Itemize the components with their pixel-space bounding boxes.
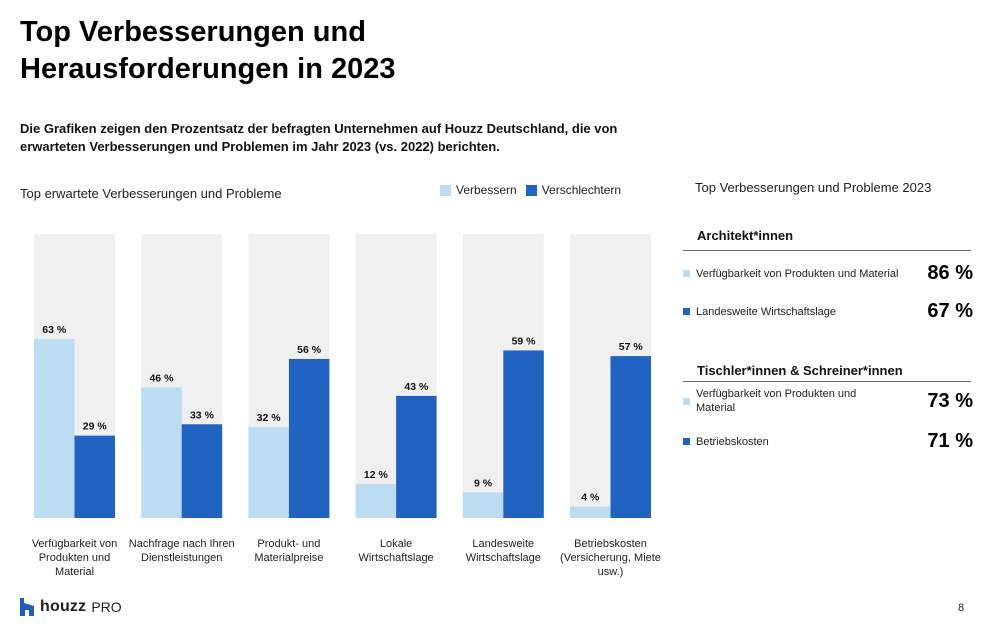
panel-item: Verfügbarkeit von Produkten und Material… <box>683 262 973 285</box>
category-label: Betriebskosten (Versicherung, Miete usw.… <box>560 538 661 578</box>
bar-verbessern <box>462 492 504 518</box>
data-label: 46 % <box>149 372 174 384</box>
panel-item: Betriebskosten 71 % <box>683 430 973 453</box>
group-divider <box>683 381 971 382</box>
data-label: 12 % <box>364 469 389 481</box>
category-label: Landesweite Wirtschaftslage <box>465 538 541 564</box>
chart-legend: Verbessern Verschlechtern <box>440 183 630 197</box>
panel-swatch <box>683 397 690 405</box>
panel-item-label: Landesweite Wirtschaftslage <box>696 305 837 318</box>
panel-item-label: Verfügbarkeit von Produkten und Material <box>696 267 899 280</box>
bar-verschlechtern <box>181 424 223 518</box>
bar-verbessern <box>248 427 289 518</box>
bar-verschlechtern <box>74 435 115 518</box>
panel-item-label: Betriebskosten <box>696 435 769 448</box>
panel-item-label: Verfügbarkeit von Produkten und Material <box>696 388 857 414</box>
logo-suffix: PRO <box>91 599 122 615</box>
category-label: Nachfrage nach Ihren Dienstleistungen <box>128 538 235 564</box>
data-label: 29 % <box>83 421 108 433</box>
legend-label-verbessern: Verbessern <box>456 183 517 197</box>
side-panel-title: Top Verbesserungen und Probleme 2023 <box>695 180 932 195</box>
bar-verbessern <box>355 483 397 518</box>
data-label: 43 % <box>404 381 429 393</box>
category-label: Verfügbarkeit von Produkten und Material <box>31 538 118 578</box>
panel-item-value: 67 % <box>927 300 973 322</box>
bar-verbessern <box>141 387 182 518</box>
legend-item-verbessern: Verbessern <box>440 183 517 197</box>
panel-swatch <box>683 438 690 445</box>
category-label: Produkt- und Materialpreise <box>254 538 324 564</box>
page-number: 8 <box>958 602 965 614</box>
data-label: 32 % <box>257 412 282 424</box>
panel-item-value: 71 % <box>927 430 973 452</box>
chart-title: Top erwartete Verbesserungen und Problem… <box>20 186 282 201</box>
bar-chart: 63 % 29 % 46 % 33 % 32 % 56 % 12 % 43 % 9 % 59 % 4… <box>34 234 651 518</box>
bar-verbessern <box>34 339 75 518</box>
data-label: 9 % <box>474 477 493 489</box>
legend-swatch-verbessern <box>440 184 451 196</box>
data-label: 33 % <box>190 409 215 421</box>
bar-verschlechtern <box>503 350 544 518</box>
panel-item: Landesweite Wirtschaftslage 67 % <box>683 300 973 323</box>
panel-item-value: 73 % <box>927 389 973 412</box>
panel-swatch <box>683 270 690 277</box>
houzz-logo: houzz PRO <box>20 598 122 616</box>
panel-item: Verfügbarkeit von Produkten und Material… <box>683 387 973 415</box>
page-title: Top Verbesserungen und Herausforderungen… <box>20 16 396 85</box>
logo-brand: houzz <box>40 598 87 615</box>
data-label: 63 % <box>42 324 67 336</box>
panel-swatch <box>683 308 690 315</box>
bar-verschlechtern <box>610 356 651 518</box>
data-label: 4 % <box>581 492 600 504</box>
bar-verschlechtern <box>288 358 330 518</box>
data-label: 56 % <box>297 344 322 356</box>
group-divider <box>683 250 971 251</box>
group-title-tischler: Tischler*innen & Schreiner*innen <box>697 363 903 378</box>
data-label: 57 % <box>619 341 644 353</box>
legend-item-verschlechtern: Verschlechtern <box>525 183 622 197</box>
houzz-logo-icon <box>20 598 34 616</box>
bar-verbessern <box>570 506 611 518</box>
legend-label-verschlechtern: Verschlechtern <box>541 183 622 197</box>
page-subtitle: Die Grafiken zeigen den Prozentsatz der … <box>20 121 618 154</box>
group-title-architekten: Architekt*innen <box>697 228 794 243</box>
data-label: 59 % <box>512 335 537 347</box>
category-label: Lokale Wirtschaftslage <box>358 538 434 564</box>
legend-swatch-verschlechtern <box>525 184 537 196</box>
panel-item-value: 86 % <box>927 262 973 284</box>
bar-verschlechtern <box>396 395 437 518</box>
